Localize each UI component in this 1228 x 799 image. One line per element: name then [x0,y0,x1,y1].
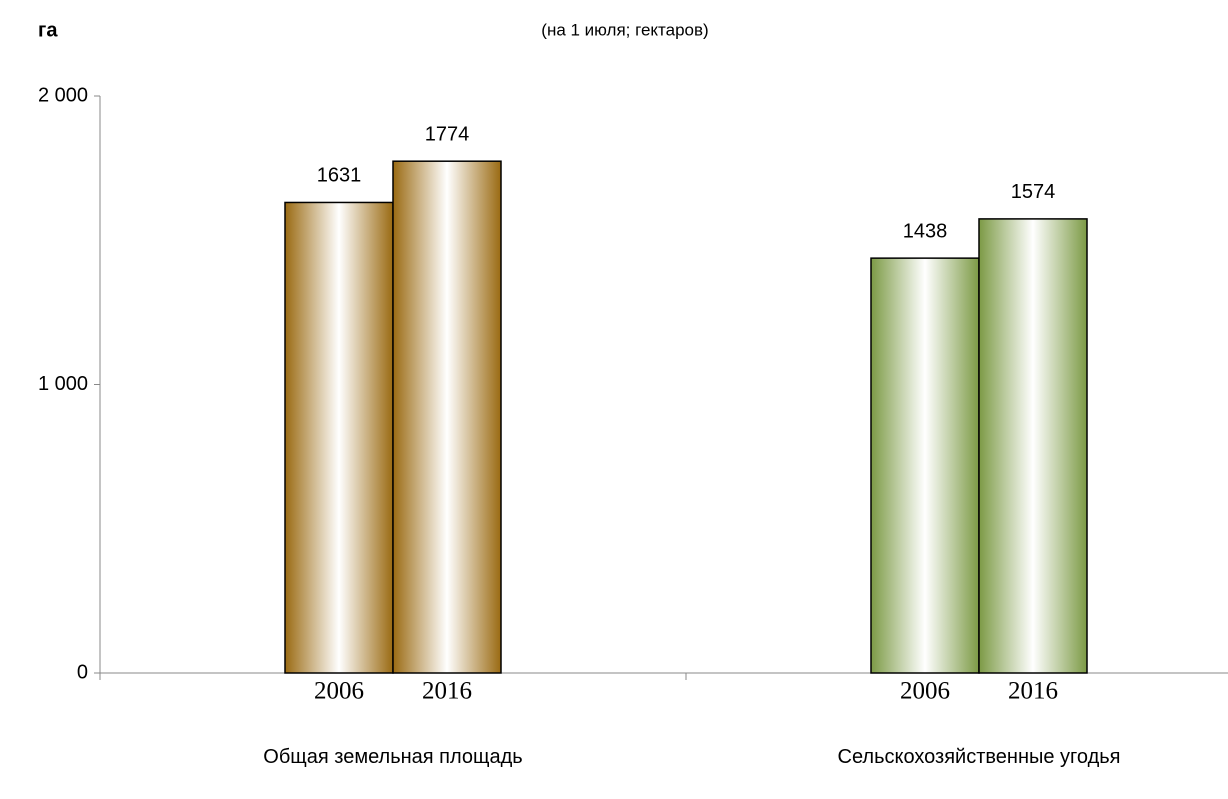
value-label: 1438 [903,220,948,242]
y-tick-label: 0 [77,661,88,683]
year-label: 2006 [900,678,950,705]
bar [392,160,502,674]
year-label: 2006 [314,678,364,705]
value-label: 1574 [1011,181,1056,203]
year-label: 2016 [422,678,472,705]
category-label: Общая земельная площадь [263,746,523,768]
y-tick-label: 1 000 [38,373,88,395]
value-label: 1631 [317,165,362,187]
subtitle: (на 1 июля; гектаров) [541,20,708,39]
unit-label: га [38,19,58,41]
y-tick-label: 2 000 [38,84,88,106]
bar [284,201,394,674]
category-label: Сельскохозяйственные угодья [837,746,1121,768]
bar [978,218,1088,674]
year-label: 2016 [1008,678,1058,705]
bar [870,257,980,674]
value-label: 1774 [425,123,470,145]
